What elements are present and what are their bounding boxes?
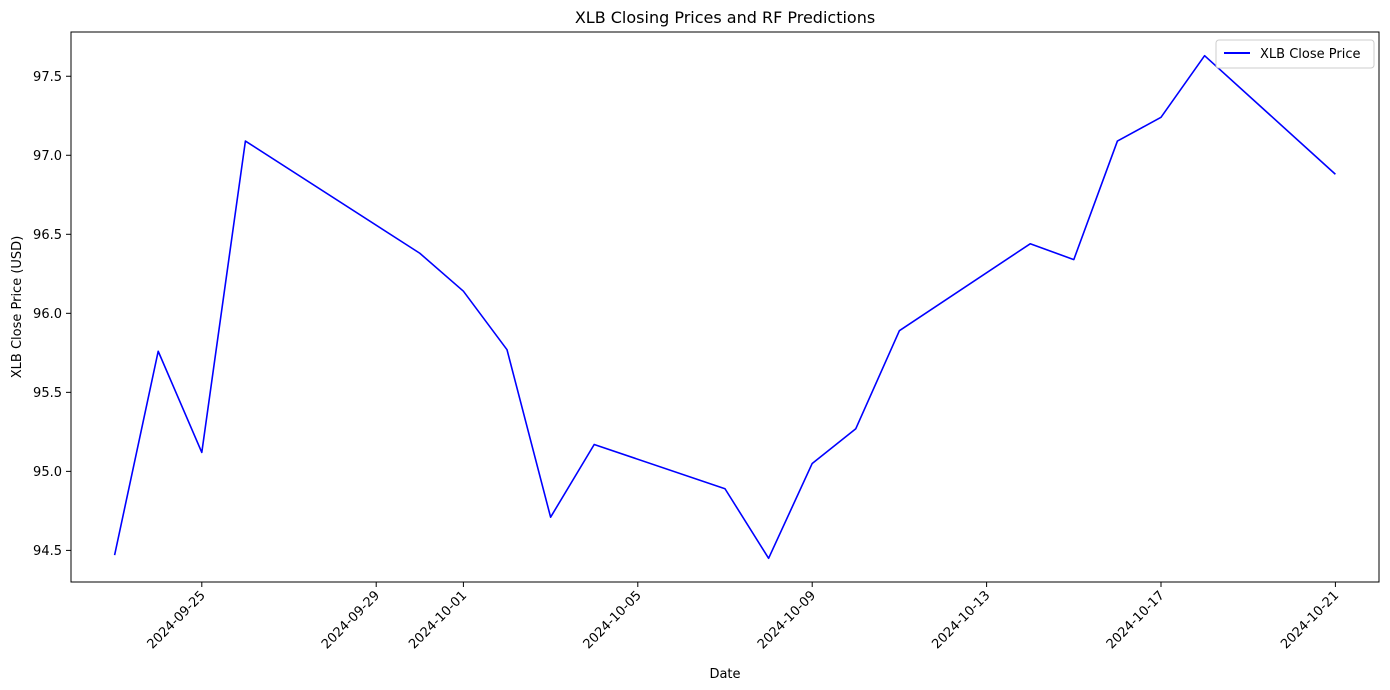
- x-tick-label: 2024-10-13: [929, 588, 993, 652]
- y-tick-label: 97.5: [33, 70, 62, 85]
- x-tick-label: 2024-10-09: [755, 588, 819, 652]
- y-tick-label: 96.0: [33, 307, 62, 322]
- x-tick-label: 2024-09-25: [145, 588, 209, 652]
- x-tick-label: 2024-10-05: [581, 588, 645, 652]
- series-line-0: [113, 54, 1336, 560]
- y-tick-label: 97.0: [33, 149, 62, 164]
- legend-box: [1215, 39, 1375, 69]
- x-tick-label: 2024-10-01: [406, 588, 470, 652]
- chart-title: XLB Closing Prices and RF Predictions: [575, 8, 875, 27]
- plot-area: 94.5 95.0 95.5 96.0 96.5 97.0 97.5 2024-09-25 20…: [33, 31, 1380, 652]
- y-tick-label: 96.5: [33, 228, 62, 243]
- y-axis-label: XLB Close Price (USD): [10, 236, 25, 379]
- x-axis-label: Date: [709, 667, 740, 682]
- legend-entry-label: XLB Close Price: [1260, 47, 1360, 62]
- legend: XLB Close Price: [1215, 39, 1375, 69]
- plot-frame: [70, 31, 1380, 583]
- x-tick-label: 2024-10-17: [1104, 588, 1168, 652]
- x-tick-label: 2024-09-29: [319, 588, 383, 652]
- y-tick-label: 95.5: [33, 386, 62, 401]
- y-tick-label: 95.0: [33, 465, 62, 480]
- x-tick-label: 2024-10-21: [1278, 588, 1342, 652]
- y-tick-label: 94.5: [33, 544, 62, 559]
